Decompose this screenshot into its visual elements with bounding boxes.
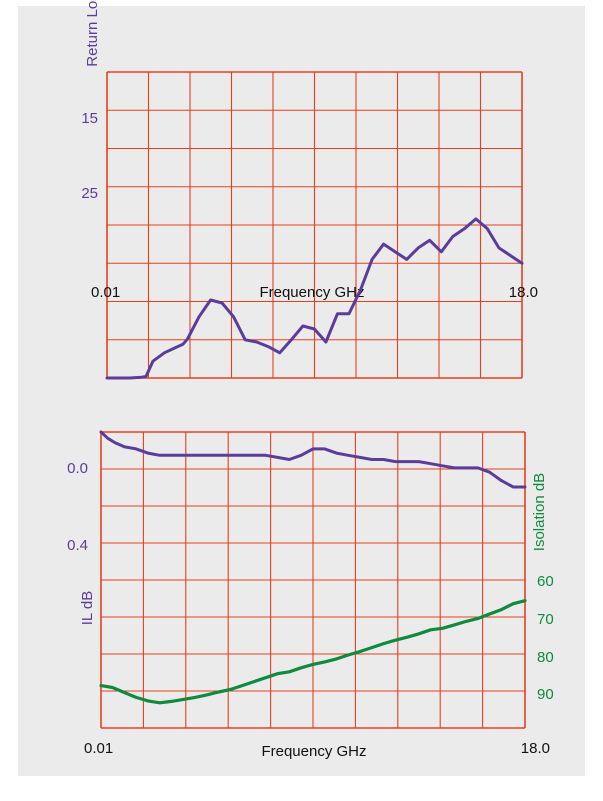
top-chart-ylabel: Return Los [84, 0, 101, 67]
bottom-y-tick-label-0-4: 0.4 [67, 537, 88, 554]
right-y-tick-label-70: 70 [537, 611, 554, 628]
top-chart-grid [106, 71, 523, 379]
top-x-tick-label-min: 0.01 [91, 284, 120, 301]
top-y-tick-label-15: 15 [81, 110, 98, 127]
right-y-tick-label-60: 60 [537, 573, 554, 590]
right-y-tick-label-80: 80 [537, 649, 554, 666]
return-loss-line [105, 217, 524, 380]
right-y-tick-label-90: 90 [537, 686, 554, 703]
bottom-y-tick-label-0: 0.0 [67, 460, 88, 477]
bottom-left-axis-label: IL dB [79, 591, 96, 625]
bottom-right-axis-label: Isolation dB [531, 473, 548, 551]
bottom-x-tick-label-min: 0.01 [84, 740, 113, 757]
bottom-x-axis-label: Frequency GHz [261, 743, 366, 760]
isolation-line [99, 599, 527, 705]
top-x-axis-label: Frequency GHz [259, 284, 364, 301]
bottom-chart-grid [100, 431, 526, 729]
top-x-tick-label-max: 18.0 [509, 284, 538, 301]
chart-panel [18, 6, 585, 776]
bottom-x-tick-label-max: 18.0 [521, 740, 550, 757]
top-y-tick-label-25: 25 [81, 185, 98, 202]
insertion-loss-line [99, 430, 527, 489]
